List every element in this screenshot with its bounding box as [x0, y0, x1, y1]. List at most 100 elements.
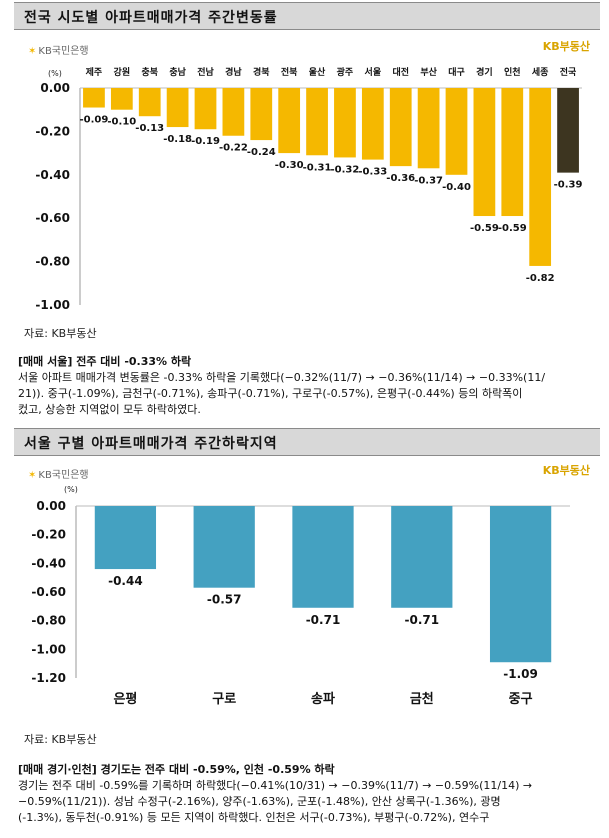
value-label: -0.10 — [107, 117, 136, 128]
bar-은평 — [94, 506, 157, 570]
para2-line: (-1.3%), 동두천(-0.91%) 등 모든 지역이 하락했다. 인천은 … — [18, 811, 490, 824]
category-label: 울산 — [309, 66, 326, 78]
value-label: -0.40 — [442, 182, 471, 193]
category-label: 제주 — [86, 66, 103, 78]
y-tick-label: -0.60 — [35, 211, 70, 225]
category-label: 중구 — [509, 692, 533, 707]
source2: 자료: KB부동산 — [24, 733, 97, 746]
value-label: -0.22 — [219, 143, 248, 154]
para2-heading: [매매 경기·인천] 경기도는 전주 대비 -0.59%, 인천 -0.59% … — [18, 763, 335, 776]
y-tick-label: -0.20 — [31, 528, 66, 542]
bar-전남 — [194, 88, 217, 130]
section2-title: 서울 구별 아파트매매가격 주간하락지역 — [24, 436, 278, 452]
bar-금천 — [391, 506, 453, 608]
value-label: -0.82 — [526, 273, 555, 284]
bar-서울 — [361, 88, 384, 160]
value-label: -0.71 — [306, 613, 341, 627]
para1: [매매 서울] 전주 대비 -0.33% 하락 서울 아파트 매매가격 변동률은… — [18, 354, 596, 418]
category-label: 충북 — [141, 66, 158, 78]
category-label: 강원 — [114, 66, 131, 78]
para2-line: −0.59%(11/21)). 성남 수정구(-2.16%), 양주(-1.63… — [18, 795, 501, 808]
category-label: 은평 — [113, 691, 137, 707]
y-tick-label: -0.60 — [31, 585, 66, 599]
category-label: 구로 — [212, 692, 236, 707]
value-label: -0.09 — [80, 115, 109, 126]
y-tick-label: 0.00 — [36, 499, 66, 513]
kb-bank-logo: ✶ KB국민은행 — [28, 470, 89, 481]
category-label: 전북 — [281, 66, 298, 78]
category-label: 충남 — [169, 66, 186, 78]
para2-line: 경기는 전주 대비 -0.59%를 기록하며 하락했다(−0.41%(10/31… — [18, 779, 533, 792]
value-label: -0.44 — [108, 574, 143, 588]
bar-전국 — [557, 88, 579, 173]
bar-인천 — [501, 88, 524, 217]
value-label: -0.37 — [414, 175, 443, 186]
category-label: 경기 — [476, 66, 493, 78]
bar-전북 — [278, 88, 301, 154]
y-tick-label: -0.80 — [35, 255, 70, 269]
source1: 자료: KB부동산 — [24, 327, 97, 340]
value-label: -0.33 — [358, 167, 387, 178]
category-label: 전남 — [197, 66, 214, 78]
kb-star-icon: ✶ — [28, 46, 37, 57]
bar-송파 — [292, 506, 354, 608]
chart2-svg: (%) 0.00 -0.20 -0.40 -0.60 -0.80 -1.00 -1.20 은평 -… — [31, 485, 570, 707]
bar-제주 — [83, 88, 105, 108]
section1-header: 전국 시도별 아파트매매가격 주간변동률 — [14, 2, 600, 30]
category-label: 전국 — [560, 66, 577, 78]
value-label: -0.59 — [498, 223, 527, 234]
value-label: -0.39 — [554, 180, 583, 191]
bar-충남 — [166, 88, 189, 128]
y-tick-label: 0.00 — [40, 81, 70, 95]
category-label: 금천 — [410, 692, 434, 707]
y-tick-label: -0.40 — [31, 556, 66, 570]
y-tick-label: -0.20 — [35, 124, 70, 138]
category-label: 부산 — [420, 66, 437, 78]
value-label: -0.57 — [207, 593, 242, 607]
value-label: -0.59 — [470, 223, 499, 234]
y-tick-label: -1.00 — [31, 642, 66, 656]
y-tick-label: -0.40 — [35, 168, 70, 182]
value-label: -0.19 — [191, 136, 220, 147]
kb-bank-logo: ✶ KB국민은행 — [28, 46, 89, 57]
value-label: -0.13 — [135, 123, 164, 134]
bar-구로 — [193, 506, 255, 588]
section2-header: 서울 구별 아파트매매가격 주간하락지역 — [14, 428, 600, 456]
bar-강원 — [110, 88, 133, 110]
value-label: -0.18 — [163, 134, 192, 145]
category-label: 경남 — [225, 66, 242, 78]
chart2-box: ✶ KB국민은행 KB부동산 (%) 0.00 -0.20 -0.40 -0.60 -0.8… — [14, 456, 600, 726]
para1-line: 서울 아파트 매매가격 변동률은 -0.33% 하락을 기록했다(−0.32%(… — [18, 371, 546, 384]
category-label: 대구 — [448, 66, 465, 78]
para1-line: 컸고, 상승한 지역없이 모두 하락하였다. — [18, 403, 201, 416]
y-unit-label: (%) — [64, 485, 78, 494]
value-label: -0.32 — [331, 164, 360, 175]
value-label: -0.24 — [247, 147, 276, 158]
chart1-svg: (%) 0.00 -0.20 -0.40 -0.60 -0.80 -1.00 제주 -0.09 강… — [35, 66, 583, 312]
bar-광주 — [334, 88, 356, 158]
kb-star-icon: ✶ — [28, 470, 37, 481]
bar-세종 — [529, 88, 552, 266]
value-label: -0.71 — [405, 613, 440, 627]
para1-line: 21)). 중구(-1.09%), 금천구(-0.71%), 송파구(-0.71… — [18, 387, 523, 400]
category-label: 대전 — [392, 66, 409, 78]
chart1-box: ✶ KB국민은행 KB부동산 (%) 0.00 -0.20 -0.40 -0.60 -0.8… — [14, 30, 600, 320]
y-tick-label: -1.00 — [35, 298, 70, 312]
category-label: 서울 — [365, 66, 382, 78]
bar-경남 — [222, 88, 245, 136]
category-label: 세종 — [532, 66, 549, 78]
value-label: -0.36 — [386, 173, 415, 184]
bar-울산 — [306, 88, 328, 156]
bar-경북 — [250, 88, 273, 141]
bar-대구 — [445, 88, 468, 175]
kb-realestate-logo: KB부동산 — [542, 40, 590, 53]
value-label: -0.31 — [303, 162, 332, 173]
bar-충북 — [138, 88, 161, 117]
value-label: -1.09 — [503, 667, 538, 681]
category-label: 인천 — [504, 67, 521, 78]
para1-heading: [매매 서울] 전주 대비 -0.33% 하락 — [18, 355, 192, 368]
bar-대전 — [389, 88, 412, 167]
y-tick-label: -1.20 — [31, 671, 66, 685]
category-label: 경북 — [253, 66, 270, 78]
kb-realestate-logo: KB부동산 — [542, 464, 590, 477]
